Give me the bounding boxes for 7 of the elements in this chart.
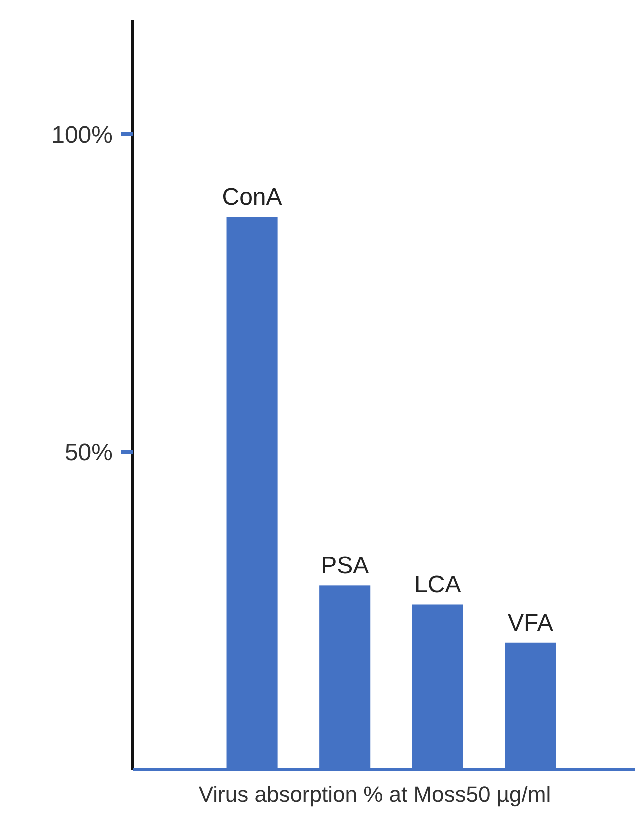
x-tick-label: PSA (321, 552, 370, 580)
x-tick-label: ConA (222, 184, 282, 212)
x-tick-label: VFA (508, 610, 554, 637)
x-axis-title: Virus absorption % at Moss50 µg/ml (198, 782, 552, 807)
y-tick-label: 50% (64, 440, 113, 467)
x-tick-label: LCA (414, 572, 462, 599)
y-tick-label: 100% (52, 122, 113, 149)
